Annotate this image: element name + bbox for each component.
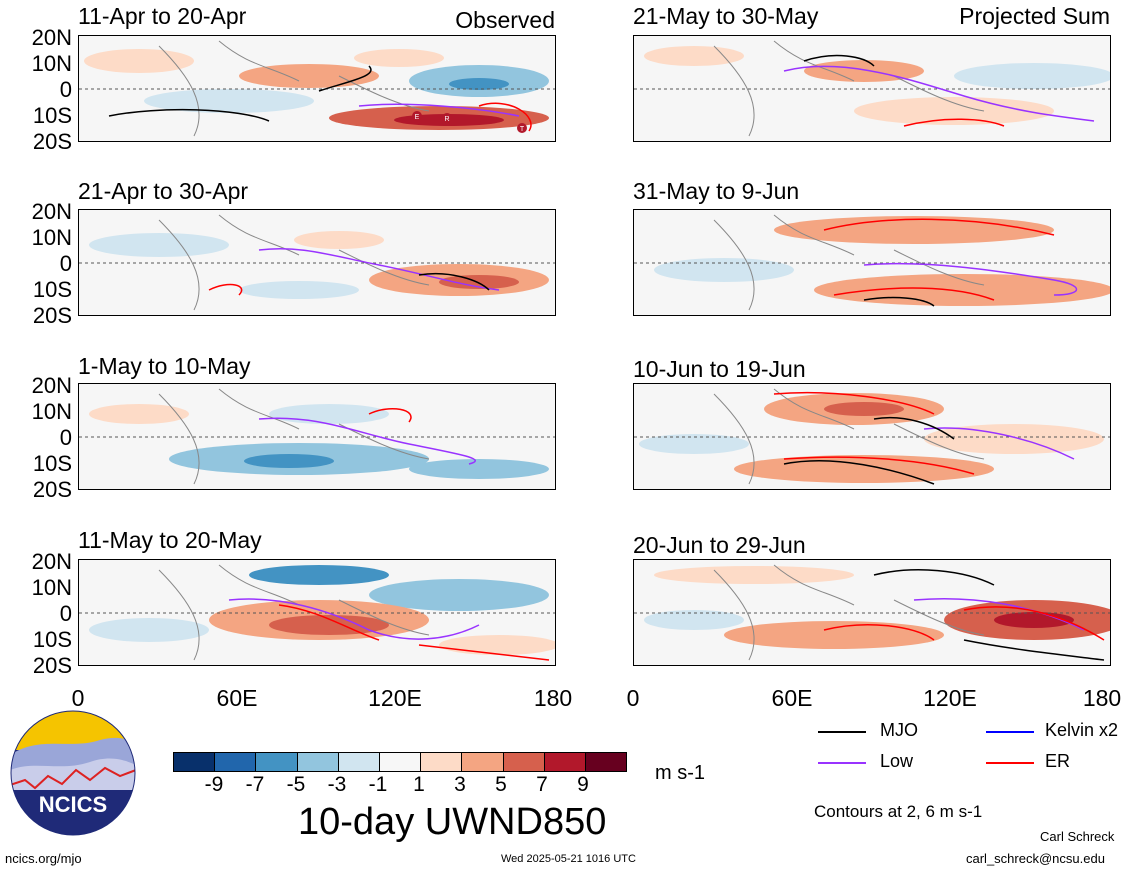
lat-label: 20S bbox=[32, 653, 72, 678]
map-panel-7-graphic bbox=[634, 384, 1110, 489]
map-panel-2 bbox=[78, 209, 556, 316]
map-panel-7 bbox=[633, 383, 1111, 490]
lat-label: 20S bbox=[32, 477, 72, 502]
map-panel-3-graphic bbox=[79, 384, 555, 489]
lat-label: 20N bbox=[31, 25, 72, 50]
colorbar-tick: -9 bbox=[204, 773, 224, 796]
map-panel-5 bbox=[633, 35, 1111, 142]
legend-label-er: ER bbox=[1045, 751, 1071, 771]
colorbar-tick: 5 bbox=[495, 773, 507, 796]
contours-note: Contours at 2, 6 m s-1 bbox=[814, 802, 983, 821]
legend-label-low: Low bbox=[880, 751, 914, 771]
map-panel-3 bbox=[78, 383, 556, 490]
colorbar-swatch bbox=[379, 753, 422, 771]
panel-title-1: 11-Apr to 20-Apr bbox=[78, 3, 247, 29]
map-panel-4-graphic bbox=[79, 560, 555, 665]
colorbar-units: m s-1 bbox=[655, 762, 705, 784]
footer-author: Carl Schreck bbox=[1040, 829, 1115, 844]
lat-label: 20S bbox=[32, 129, 72, 154]
legend-label-mjo: MJO bbox=[880, 720, 918, 740]
colorbar-swatch bbox=[544, 753, 586, 771]
lat-label: 10S bbox=[32, 103, 72, 128]
colorbar-tick: 1 bbox=[413, 773, 425, 796]
colorbar-tick: 3 bbox=[454, 773, 466, 796]
lon-label: 60E bbox=[216, 685, 258, 711]
panel-title-4: 11-May to 20-May bbox=[78, 527, 262, 553]
colorbar-tick: 9 bbox=[577, 773, 589, 796]
footer-url: ncics.org/mjo bbox=[5, 851, 82, 866]
colorbar-tick: -1 bbox=[368, 773, 388, 796]
legend-line-mjo bbox=[818, 731, 866, 733]
figure-title: 10-day UWND850 bbox=[298, 801, 607, 843]
colorbar-swatch bbox=[215, 753, 257, 771]
lat-label: 10N bbox=[31, 575, 72, 600]
panel-title-6: 31-May to 9-Jun bbox=[633, 178, 800, 204]
lat-label: 10S bbox=[32, 627, 72, 652]
panel-title-3: 1-May to 10-May bbox=[78, 353, 251, 379]
lat-label: 10S bbox=[32, 277, 72, 302]
lat-label: 0 bbox=[59, 77, 72, 102]
lat-label: 0 bbox=[59, 601, 72, 626]
lat-label: 10N bbox=[31, 225, 72, 250]
colorbar-swatch bbox=[462, 753, 504, 771]
lat-label: 10N bbox=[31, 51, 72, 76]
legend-line-low bbox=[818, 762, 866, 764]
lat-label: 10S bbox=[32, 451, 72, 476]
lon-label: 180 bbox=[1082, 685, 1122, 711]
map-panel-8-graphic bbox=[634, 560, 1110, 665]
panel-title-8: 20-Jun to 29-Jun bbox=[633, 532, 806, 558]
marker-e: E bbox=[415, 114, 420, 121]
colorbar-tick: -5 bbox=[286, 773, 306, 796]
lon-label: 120E bbox=[368, 685, 422, 711]
map-panel-4 bbox=[78, 559, 556, 666]
lat-label: 0 bbox=[59, 251, 72, 276]
panel-title-5: 21-May to 30-May bbox=[633, 3, 819, 29]
legend-line-kelvin bbox=[986, 731, 1034, 733]
map-panel-2-graphic bbox=[79, 210, 555, 315]
lat-label: 0 bbox=[59, 425, 72, 450]
map-panel-1: E R T bbox=[78, 35, 556, 142]
lon-label: 180 bbox=[533, 685, 573, 711]
lat-label: 10N bbox=[31, 399, 72, 424]
colorbar-swatch bbox=[174, 753, 216, 771]
lat-label: 20N bbox=[31, 549, 72, 574]
lat-label: 20N bbox=[31, 199, 72, 224]
lon-label: 0 bbox=[71, 685, 85, 711]
lon-label: 0 bbox=[626, 685, 640, 711]
projected-sum-label: Projected Sum bbox=[959, 3, 1110, 29]
map-panel-6 bbox=[633, 209, 1111, 316]
lon-label: 60E bbox=[771, 685, 813, 711]
lon-label: 120E bbox=[923, 685, 977, 711]
map-panel-1-graphic: E R T bbox=[79, 36, 555, 141]
footer-email: carl_schreck@ncsu.edu bbox=[966, 851, 1105, 866]
lat-label: 20N bbox=[31, 373, 72, 398]
colorbar-swatch bbox=[503, 753, 545, 771]
colorbar-tick: 7 bbox=[536, 773, 548, 796]
marker-t: T bbox=[520, 126, 525, 133]
colorbar-swatch bbox=[297, 753, 339, 771]
legend-label-kelvin: Kelvin x2 bbox=[1045, 720, 1119, 740]
map-panel-8 bbox=[633, 559, 1111, 666]
colorbar-tick: -7 bbox=[245, 773, 265, 796]
marker-r: R bbox=[444, 116, 449, 123]
colorbar-swatch bbox=[338, 753, 380, 771]
logo-text: NCICS bbox=[39, 792, 107, 817]
legend-line-er bbox=[986, 762, 1034, 764]
map-panel-5-graphic bbox=[634, 36, 1110, 141]
colorbar-swatch bbox=[256, 753, 298, 771]
colorbar-tick: -3 bbox=[327, 773, 347, 796]
ncics-logo: NCICS bbox=[10, 710, 136, 836]
colorbar-swatch bbox=[585, 753, 627, 771]
ncics-logo-graphic: NCICS bbox=[10, 710, 136, 836]
colorbar bbox=[173, 752, 627, 772]
panel-title-7: 10-Jun to 19-Jun bbox=[633, 356, 806, 382]
lat-label: 20S bbox=[32, 303, 72, 328]
panel-title-2: 21-Apr to 30-Apr bbox=[78, 178, 249, 204]
observed-label: Observed bbox=[455, 7, 555, 33]
footer-timestamp: Wed 2025-05-21 1016 UTC bbox=[501, 853, 636, 865]
map-panel-6-graphic bbox=[634, 210, 1110, 315]
colorbar-swatch bbox=[421, 753, 463, 771]
